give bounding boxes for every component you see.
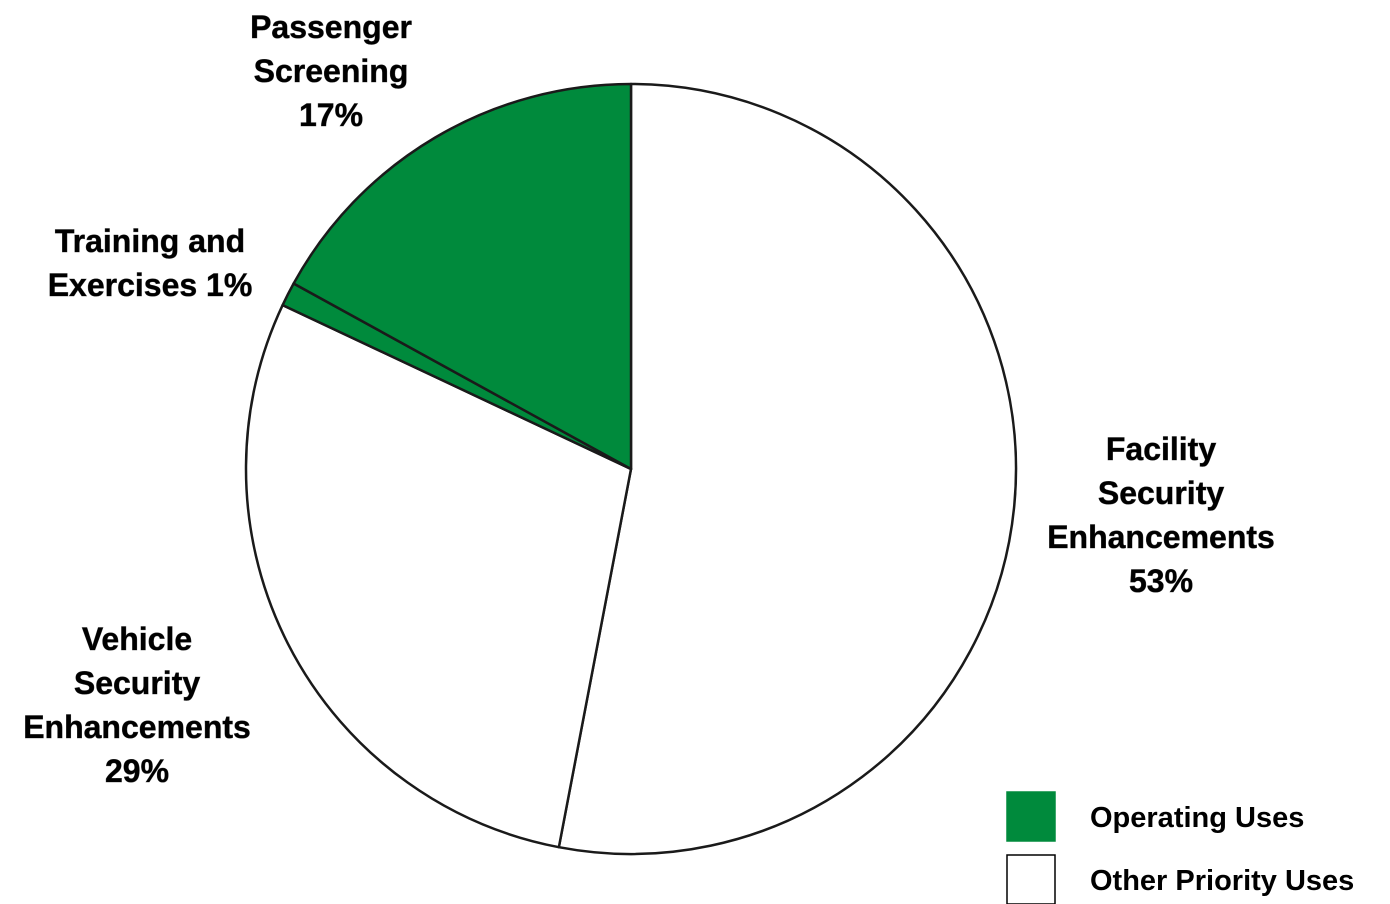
slice-label-training-and-exercises: Training and Exercises 1% bbox=[48, 223, 253, 303]
pie-slices bbox=[244, 82, 1018, 856]
slice-label-line: 29% bbox=[105, 753, 169, 789]
slice-label-line: 17% bbox=[299, 97, 363, 133]
slice-label-line: Facility bbox=[1106, 431, 1216, 467]
slice-label-line: Security bbox=[1098, 475, 1224, 511]
slice-label-line: Enhancements bbox=[23, 709, 251, 745]
slice-label-facility-security-enhancements: Facility Security Enhancements 53% bbox=[1047, 431, 1275, 599]
slice-label-line: Exercises 1% bbox=[48, 267, 253, 303]
pie-slice-facility-security-enhancements bbox=[557, 82, 1018, 856]
pie-slice-passenger-screening bbox=[292, 82, 633, 471]
slice-label-line: Security bbox=[74, 665, 200, 701]
legend-swatch-operating-uses bbox=[1006, 791, 1056, 842]
legend-label-operating-uses: Operating Uses bbox=[1090, 802, 1304, 834]
pie-slice-vehicle-security-enhancements bbox=[244, 303, 633, 849]
slice-label-line: Training and bbox=[55, 223, 245, 259]
legend-label-other-priority-uses: Other Priority Uses bbox=[1090, 865, 1354, 897]
slice-label-line: 53% bbox=[1129, 563, 1193, 599]
pie-labels: Facility Security Enhancements 53% Vehicle Se… bbox=[23, 9, 1275, 790]
legend-swatch-other-priority-uses bbox=[1006, 854, 1056, 904]
legend: Operating Uses Other Priority Uses bbox=[1006, 791, 1354, 904]
slice-label-line: Passenger bbox=[250, 9, 412, 45]
slice-label-line: Enhancements bbox=[1047, 519, 1275, 555]
slice-label-line: Screening bbox=[254, 53, 409, 89]
slice-label-passenger-screening: Passenger Screening 17% bbox=[250, 9, 412, 133]
slice-label-line: Vehicle bbox=[82, 621, 192, 657]
slice-label-vehicle-security-enhancements: Vehicle Security Enhancements 29% bbox=[23, 621, 251, 789]
